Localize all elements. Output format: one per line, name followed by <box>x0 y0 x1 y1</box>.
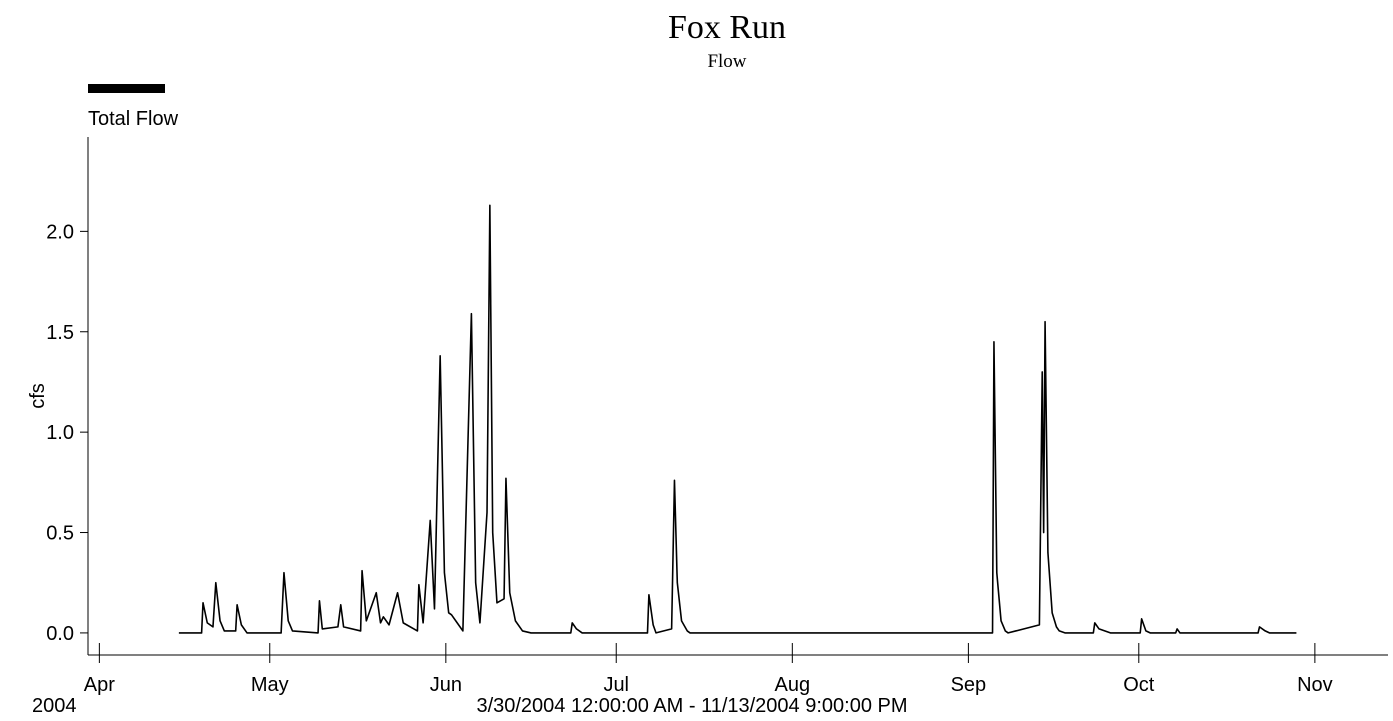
x-tick-label: Aug <box>775 674 811 696</box>
x-tick-label: May <box>251 674 289 696</box>
y-axis-label: cfs <box>27 383 49 409</box>
x-tick-label: Jun <box>430 674 462 696</box>
chart-subtitle: Flow <box>707 51 746 72</box>
y-tick-label: 1.5 <box>46 322 74 344</box>
legend-label: Total Flow <box>88 108 179 130</box>
x-tick-label: Oct <box>1123 674 1155 696</box>
x-tick-label: Nov <box>1297 674 1333 696</box>
x-tick-label: Jul <box>603 674 629 696</box>
x-range-label: 3/30/2004 12:00:00 AM - 11/13/2004 9:00:… <box>476 695 907 717</box>
legend-swatch <box>88 84 165 93</box>
x-year-label: 2004 <box>32 695 77 717</box>
chart-title: Fox Run <box>668 9 786 46</box>
y-tick-label: 1.0 <box>46 422 74 444</box>
x-tick-label: Apr <box>84 674 115 696</box>
flow-line <box>178 204 1297 634</box>
y-tick-label: 0.5 <box>46 523 74 545</box>
y-tick-label: 0.0 <box>46 623 74 645</box>
x-tick-label: Sep <box>951 674 987 696</box>
y-tick-label: 2.0 <box>46 221 74 243</box>
